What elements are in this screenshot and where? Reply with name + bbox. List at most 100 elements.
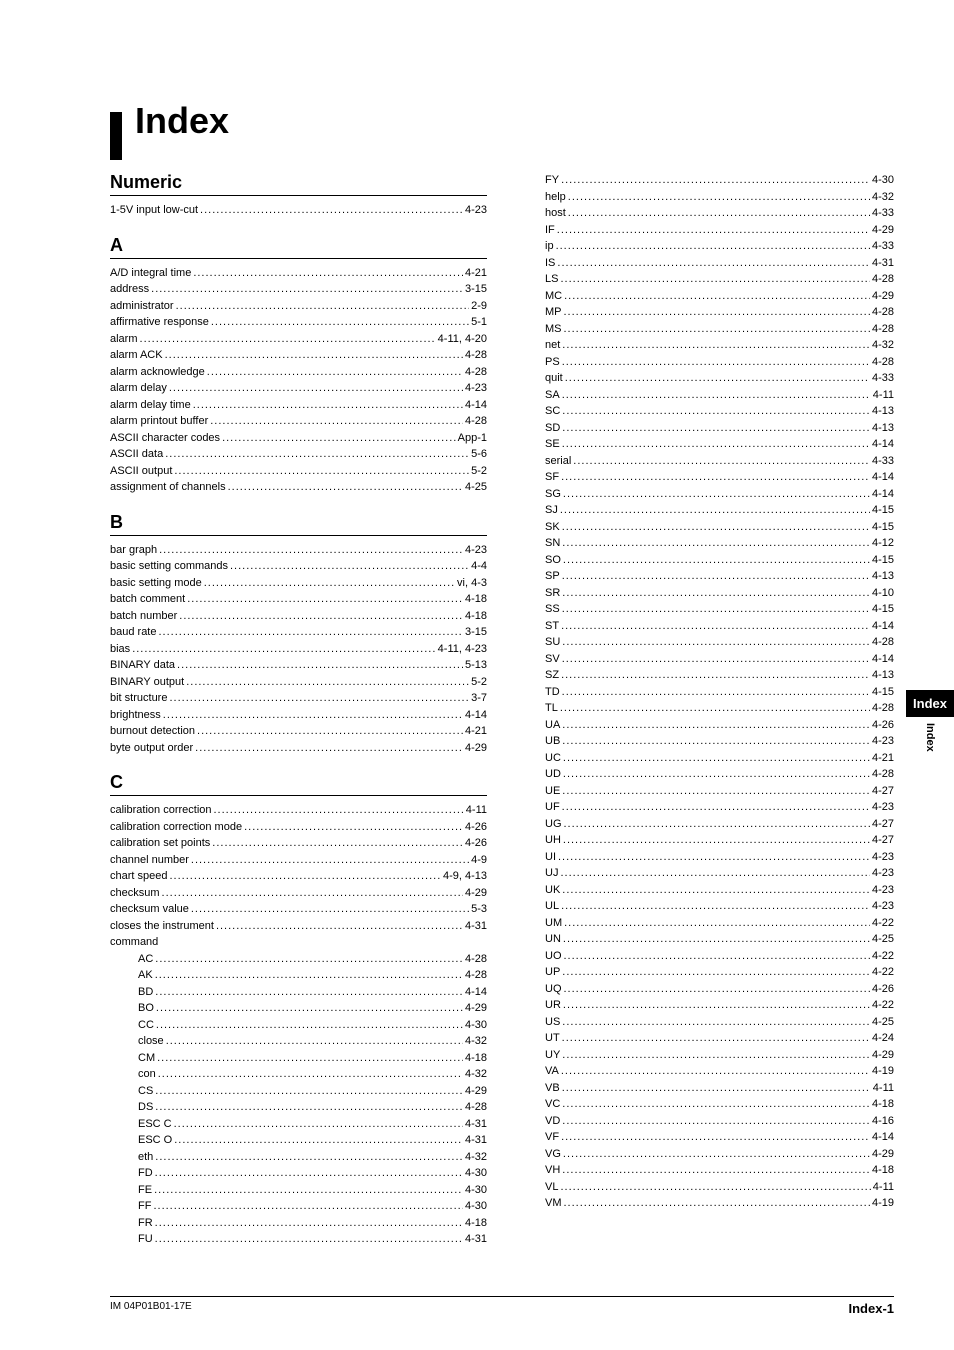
index-term: A/D integral time [110,265,191,282]
index-entry: calibration set points4-26 [110,835,487,852]
index-term: CM [138,1050,155,1067]
index-page-ref: 4-30 [465,1198,487,1215]
index-page: Index Numeric1-5V input low-cut4-23AA/D … [0,0,954,1350]
index-term: alarm delay time [110,397,191,414]
index-term: baud rate [110,624,156,641]
index-term: calibration set points [110,835,210,852]
index-page-ref: 4-33 [872,205,894,222]
page-footer: IM 04P01B01-17E Index-1 [110,1296,894,1316]
index-entry: ip4-33 [517,238,894,255]
footer-page-number: Index-1 [848,1301,894,1316]
index-page-ref: 4-21 [465,265,487,282]
index-entry: UE4-27 [517,783,894,800]
index-entry: checksum value5-3 [110,901,487,918]
index-page-ref: 4-23 [465,202,487,219]
index-entry: US4-25 [517,1014,894,1031]
index-entry: closes the instrument4-31 [110,918,487,935]
index-entry: FR4-18 [110,1215,487,1232]
index-term: checksum [110,885,160,902]
index-term: channel number [110,852,189,869]
index-page-ref: 4-31 [465,1116,487,1133]
footer-doc-id: IM 04P01B01-17E [110,1301,192,1316]
index-term: alarm acknowledge [110,364,205,381]
index-entry: AK4-28 [110,967,487,984]
index-entry: VF4-14 [517,1129,894,1146]
index-entry: MP4-28 [517,304,894,321]
leader-dots [179,608,463,625]
index-term: alarm printout buffer [110,413,208,430]
index-entry: bias4-11, 4-23 [110,641,487,658]
index-page-ref: 4-18 [465,1050,487,1067]
index-page-ref: 4-27 [872,832,894,849]
index-page-ref: 4-32 [872,337,894,354]
index-term: ASCII output [110,463,172,480]
index-term: assignment of channels [110,479,226,496]
leader-dots [565,370,870,387]
index-page-ref: 4-23 [872,799,894,816]
index-term: burnout detection [110,723,195,740]
index-page-ref: 4-32 [465,1149,487,1166]
index-page-ref: 4-21 [872,750,894,767]
index-entry: 1-5V input low-cut4-23 [110,202,487,219]
index-entry: PS4-28 [517,354,894,371]
leader-dots [212,835,463,852]
index-entry: UY4-29 [517,1047,894,1064]
index-page-ref: 4-23 [872,849,894,866]
index-page-ref: 4-29 [872,222,894,239]
page-title: Index [135,100,894,142]
index-term: ESC C [138,1116,172,1133]
index-page-ref: 4-18 [465,591,487,608]
side-tab-title: Index [906,690,954,717]
index-entry: SN4-12 [517,535,894,552]
index-page-ref: 4-14 [465,984,487,1001]
index-term: MP [545,304,562,321]
index-term: VG [545,1146,561,1163]
index-term: ip [545,238,554,255]
index-page-ref: 4-29 [872,1047,894,1064]
leader-dots [210,413,463,430]
index-entry: alarm ACK4-28 [110,347,487,364]
index-entry: UG4-27 [517,816,894,833]
leader-dots [568,189,870,206]
leader-dots [562,783,870,800]
index-entry: CM 4-18 [110,1050,487,1067]
index-entry: FD4-30 [110,1165,487,1182]
index-page-ref: 4-13 [872,568,894,585]
index-entry: UB4-23 [517,733,894,750]
index-entry: UQ4-26 [517,981,894,998]
index-entry: UJ4-23 [517,865,894,882]
index-page-ref: 4-31 [465,1231,487,1248]
index-term: FE [138,1182,152,1199]
index-term: UC [545,750,561,767]
leader-dots [563,832,870,849]
leader-dots [153,1198,463,1215]
leader-dots [557,255,870,272]
index-entry: SE4-14 [517,436,894,453]
index-entry: SA4-11 [517,387,894,404]
index-page-ref: 4-26 [872,717,894,734]
index-page-ref: 5-13 [465,657,487,674]
index-page-ref: 4-28 [872,634,894,651]
index-term: quit [545,370,563,387]
leader-dots [169,380,463,397]
index-page-ref: 4-12 [872,535,894,552]
leader-dots [216,918,463,935]
leader-dots [562,1113,870,1130]
index-term: SA [545,387,560,404]
leader-dots [562,799,870,816]
leader-dots [560,700,870,717]
index-entry: calibration correction mode4-26 [110,819,487,836]
index-page-ref: 4-11 [873,1080,894,1097]
index-page-ref: 4-14 [465,707,487,724]
index-entry: FE4-30 [110,1182,487,1199]
index-entry: VC4-18 [517,1096,894,1113]
index-entry: basic setting commands4-4 [110,558,487,575]
index-entry: bit structure3-7 [110,690,487,707]
index-term: BINARY data [110,657,175,674]
index-entry: TD4-15 [517,684,894,701]
index-term: administrator [110,298,174,315]
index-entry: SR4-10 [517,585,894,602]
index-page-ref: 3-15 [465,624,487,641]
index-page-ref: 4-18 [465,1215,487,1232]
index-term: UB [545,733,560,750]
